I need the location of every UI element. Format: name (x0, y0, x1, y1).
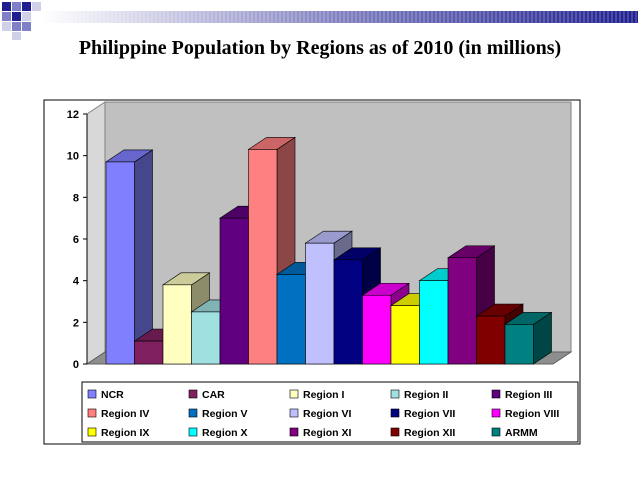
legend-swatch (188, 427, 198, 437)
legend-item: Region XI (289, 427, 352, 439)
legend-swatch (87, 427, 97, 437)
legend-swatch (289, 389, 299, 399)
legend-swatch (491, 427, 501, 437)
header-square (12, 32, 21, 40)
legend-label: Region XI (303, 427, 352, 439)
legend-swatch (491, 408, 501, 418)
y-tick-label: 6 (73, 234, 79, 246)
legend-item: Region XII (390, 427, 455, 439)
y-tick-label: 2 (73, 317, 79, 329)
legend-swatch (390, 408, 400, 418)
bar-front (419, 280, 449, 365)
header-square (22, 12, 31, 21)
legend-label: Region IV (101, 408, 149, 420)
legend-swatch (289, 408, 299, 418)
legend-item: CAR (188, 389, 225, 401)
bar-front (134, 340, 164, 365)
legend-item: NCR (87, 389, 124, 401)
header-square (22, 22, 31, 31)
header-square (12, 12, 21, 21)
header-square (22, 2, 31, 11)
legend-label: Region IX (101, 427, 149, 439)
y-tick-label: 10 (67, 151, 79, 163)
bar-front (333, 259, 363, 365)
bar-armm (504, 311, 553, 365)
legend-label: Region X (202, 427, 248, 439)
bar-front (276, 274, 306, 365)
header-square (12, 2, 21, 11)
bar-front (504, 324, 534, 365)
legend-label: Region V (202, 408, 248, 420)
legend-label: Region VII (404, 408, 455, 420)
legend-label: Region VI (303, 408, 352, 420)
legend-swatch (87, 389, 97, 399)
legend-swatch (87, 408, 97, 418)
legend-label: Region XII (404, 427, 455, 439)
bar-ncr (105, 149, 154, 365)
legend-label: Region I (303, 389, 344, 401)
y-tick-label: 8 (73, 192, 79, 204)
legend-item: Region I (289, 389, 344, 401)
bar-front (390, 305, 420, 365)
bar-front (447, 257, 477, 365)
legend-item: Region V (188, 408, 248, 420)
bar-front (362, 294, 392, 365)
legend-label: CAR (202, 389, 225, 401)
bar-front (476, 315, 506, 365)
legend-swatch (188, 408, 198, 418)
legend-label: Region VIII (505, 408, 559, 420)
y-tick-label: 4 (73, 276, 80, 288)
bar-front (105, 161, 135, 365)
legend-label: NCR (101, 389, 124, 401)
bar-front (162, 284, 192, 365)
bar-region-iv (247, 136, 296, 365)
legend-swatch (390, 389, 400, 399)
header-square (12, 22, 21, 31)
legend-swatch (188, 389, 198, 399)
header-square (2, 2, 11, 11)
legend-item: Region IV (87, 408, 149, 420)
legend-swatch (289, 427, 299, 437)
header-bar (42, 11, 638, 23)
legend-swatch (491, 389, 501, 399)
chart-frame (43, 99, 581, 445)
legend-label: Region III (505, 389, 552, 401)
header-square (2, 12, 11, 21)
legend-label: ARMM (505, 427, 538, 439)
header-square (2, 22, 11, 31)
bar-front (305, 242, 335, 365)
bar-front (219, 217, 249, 365)
plot-side-wall (86, 101, 106, 365)
legend-item: Region IX (87, 427, 149, 439)
legend-item: Region X (188, 427, 248, 439)
legend-item: Region II (390, 389, 448, 401)
chart-title: Philippine Population by Regions as of 2… (78, 37, 562, 59)
bar-front (191, 311, 221, 365)
header-square (32, 2, 41, 11)
legend-item: Region VI (289, 408, 352, 420)
legend-item: Region VII (390, 408, 455, 420)
bar-front (248, 149, 278, 365)
legend-item: Region VIII (491, 408, 559, 420)
legend-item: Region III (491, 389, 552, 401)
y-tick-label: 0 (73, 359, 79, 371)
legend-label: Region II (404, 389, 448, 401)
y-tick-label: 12 (67, 109, 79, 121)
header-decoration (2, 2, 638, 40)
legend-swatch (390, 427, 400, 437)
legend-item: ARMM (491, 427, 538, 439)
